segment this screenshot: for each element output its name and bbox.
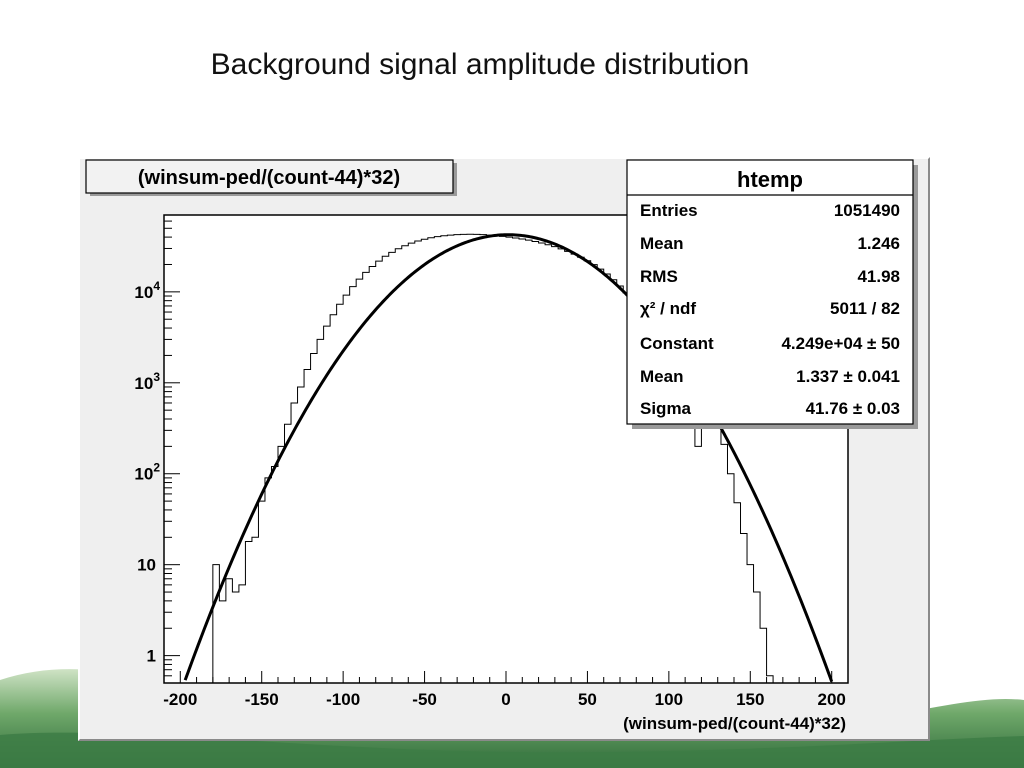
stats-row-value: 1.246 [857, 234, 900, 253]
y-tick-label: 10 [137, 556, 156, 575]
gaussian-fit-curve [183, 233, 834, 683]
grass-decoration [0, 669, 1024, 768]
chart-title: (winsum-ped/(count-44)*32) [138, 167, 400, 189]
x-tick-label: 0 [501, 690, 510, 709]
plot-panel: -200 -150 -100 -50 0 50 100 150 200 1 10 102 103 104 … [78, 157, 930, 741]
x-tick-label: -50 [412, 690, 437, 709]
x-tick-label: 200 [818, 690, 846, 709]
x-tick-label: -150 [245, 690, 279, 709]
x-tick-label: 50 [578, 690, 597, 709]
stats-row-value: 41.98 [857, 267, 900, 286]
slide-title: Background signal amplitude distribution [210, 48, 750, 81]
axes-layer: -200 -150 -100 -50 0 50 100 150 200 1 10 102 103 104 [134, 214, 849, 709]
stats-row-label: RMS [640, 267, 678, 286]
stats-row-value: 4.249e+04 ± 50 [781, 334, 900, 353]
stats-row-label: χ² / ndf [640, 299, 696, 318]
y-tick-label: 104 [134, 279, 160, 302]
stats-row-label: Constant [640, 334, 714, 353]
stats-row-label: Sigma [640, 399, 692, 418]
stats-box: htemp Entries 1051490 Mean 1.246 RMS 41.98 χ² … [626, 159, 918, 429]
y-tick-label: 1 [147, 647, 156, 666]
x-tick-label: -100 [326, 690, 360, 709]
x-tick-label: 150 [736, 690, 764, 709]
y-tick-label: 103 [134, 370, 160, 393]
x-tick-label: 100 [655, 690, 683, 709]
stats-row-label: Entries [640, 201, 698, 220]
stats-box-title: htemp [737, 167, 803, 192]
stats-row-label: Mean [640, 234, 683, 253]
stats-row-value: 5011 / 82 [830, 299, 900, 318]
stats-row-value: 1051490 [834, 201, 900, 220]
stats-row-value: 41.76 ± 0.03 [806, 399, 900, 418]
x-tick-label: -200 [163, 690, 197, 709]
chart-title-box: (winsum-ped/(count-44)*32) [85, 159, 457, 196]
y-tick-label: 102 [134, 461, 160, 484]
stats-row-value: 1.337 ± 0.041 [796, 367, 900, 386]
stats-row-label: Mean [640, 367, 683, 386]
x-axis-label: (winsum-ped/(count-44)*32) [623, 714, 846, 733]
chart-svg: -200 -150 -100 -50 0 50 100 150 200110102103104 … [85, 159, 918, 733]
